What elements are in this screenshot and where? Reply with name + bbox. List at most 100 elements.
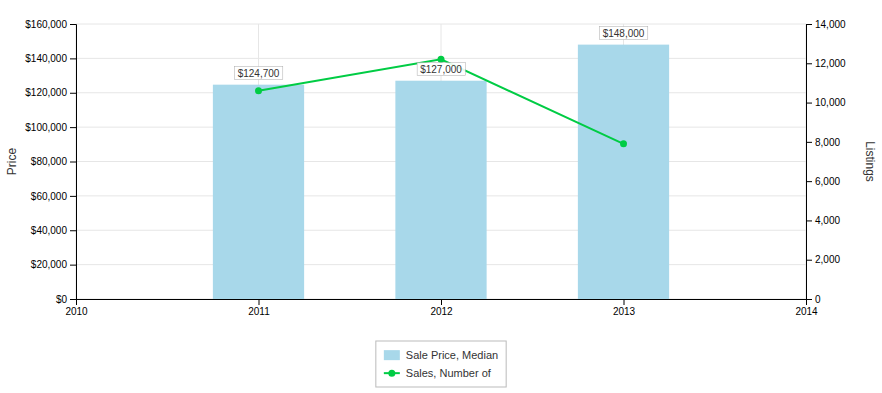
y2-axis: 0 2,000 4,000 6,000 8,000 10,000 12,000 14,000 [806, 19, 846, 305]
data-label-text: $148,000 [603, 28, 645, 39]
tick: 8,000 [806, 137, 840, 148]
tick: $140,000 [25, 53, 76, 64]
grid-line [76, 24, 806, 25]
tick: 2010 [65, 299, 88, 317]
tick-label: 0 [815, 294, 821, 305]
marker [438, 56, 445, 63]
axis-line [70, 25, 77, 300]
tick-label: 2013 [613, 306, 636, 317]
tick: 6,000 [806, 176, 840, 187]
chart: 2010 2011 2012 2013 2014 $0 $20,000 $40,000 $60,… [0, 0, 882, 393]
tick-mark [806, 103, 812, 104]
tick-label: 2014 [795, 306, 818, 317]
tick-label: $160,000 [25, 19, 67, 30]
data-label-text: $124,700 [238, 68, 280, 79]
tick-label: $40,000 [31, 225, 68, 236]
legend-swatch [384, 350, 400, 360]
x-axis: 2010 2011 2012 2013 2014 [65, 299, 818, 317]
tick: $100,000 [25, 122, 76, 133]
data-label: $148,000 [600, 27, 648, 40]
tick-mark [624, 299, 625, 305]
data-label: $124,700 [235, 67, 283, 80]
tick-label: 4,000 [815, 215, 840, 226]
tick-mark [441, 299, 442, 305]
tick-mark [806, 299, 812, 300]
tick-mark [806, 24, 812, 25]
markers [255, 56, 627, 147]
tick-label: 6,000 [815, 176, 840, 187]
tick-label: 8,000 [815, 137, 840, 148]
tick-mark [70, 127, 76, 128]
tick-label: 2010 [65, 306, 88, 317]
tick: $60,000 [31, 191, 76, 202]
tick: 12,000 [806, 58, 846, 69]
legend-item: Sales, Number of [384, 367, 492, 379]
y-axis: $0 $20,000 $40,000 $60,000 $80,000 $100,000 $1… [25, 19, 76, 305]
tick-label: $0 [56, 294, 68, 305]
tick-mark [806, 220, 812, 221]
tick-mark [70, 162, 76, 163]
tick: $20,000 [31, 259, 76, 270]
data-label: $127,000 [417, 63, 465, 76]
axis-line [77, 300, 807, 306]
tick-label: $140,000 [25, 53, 67, 64]
tick-label: $60,000 [31, 191, 68, 202]
tick-mark [70, 196, 76, 197]
tick-label: 2012 [430, 306, 453, 317]
grid [76, 24, 806, 299]
data-labels: $124,700 $127,000 $148,000 [235, 27, 648, 80]
bar [395, 81, 486, 299]
tick-mark [806, 63, 812, 64]
data-label-box [235, 67, 283, 80]
legend-label: Sales, Number of [406, 367, 492, 379]
tick-label: $20,000 [31, 259, 68, 270]
tick-label: 10,000 [815, 97, 846, 108]
tick-mark [70, 58, 76, 59]
legend-item: Sale Price, Median [384, 349, 498, 361]
y2-axis-title: Listings [863, 141, 877, 182]
legend-label: Sale Price, Median [406, 349, 498, 361]
tick-mark [70, 265, 76, 266]
tick-label: 2,000 [815, 254, 840, 265]
tick: $0 [56, 294, 76, 305]
bar [213, 85, 304, 299]
data-label-box [417, 63, 465, 76]
tick-label: 14,000 [815, 19, 846, 30]
data-label-box [600, 27, 648, 40]
legend-frame [376, 341, 506, 387]
tick-mark [70, 299, 76, 300]
tick: 14,000 [806, 19, 846, 30]
marker [620, 140, 627, 147]
tick: 0 [806, 294, 821, 305]
tick: 2011 [248, 299, 270, 317]
tick: 4,000 [806, 215, 840, 226]
tick: $80,000 [31, 156, 76, 167]
tick-label: $120,000 [25, 87, 67, 98]
y-axis-title: Price [5, 148, 19, 176]
legend-marker [388, 370, 395, 377]
tick-mark [259, 299, 260, 305]
tick-mark [70, 93, 76, 94]
tick: 2012 [430, 299, 453, 317]
marks [213, 45, 669, 299]
plot: 2010 2011 2012 2013 2014 $0 $20,000 $40,000 $60,… [5, 19, 877, 317]
marker [255, 87, 262, 94]
tick: 2,000 [806, 254, 840, 265]
tick: 10,000 [806, 97, 846, 108]
data-label-text: $127,000 [420, 64, 462, 75]
line [259, 59, 624, 143]
tick: $40,000 [31, 225, 76, 236]
tick: $120,000 [25, 87, 76, 98]
tick-label: $100,000 [25, 122, 67, 133]
tick-mark [806, 260, 812, 261]
legend: Sale Price, Median Sales, Number of [376, 341, 506, 387]
tick-label: 12,000 [815, 58, 846, 69]
bar-series [213, 45, 669, 299]
axis-line [807, 25, 813, 300]
tick: $160,000 [25, 19, 76, 30]
bar [578, 45, 669, 299]
tick-mark [70, 230, 76, 231]
tick-mark [806, 181, 812, 182]
tick-mark [70, 24, 76, 25]
tick-label: $80,000 [31, 156, 68, 167]
